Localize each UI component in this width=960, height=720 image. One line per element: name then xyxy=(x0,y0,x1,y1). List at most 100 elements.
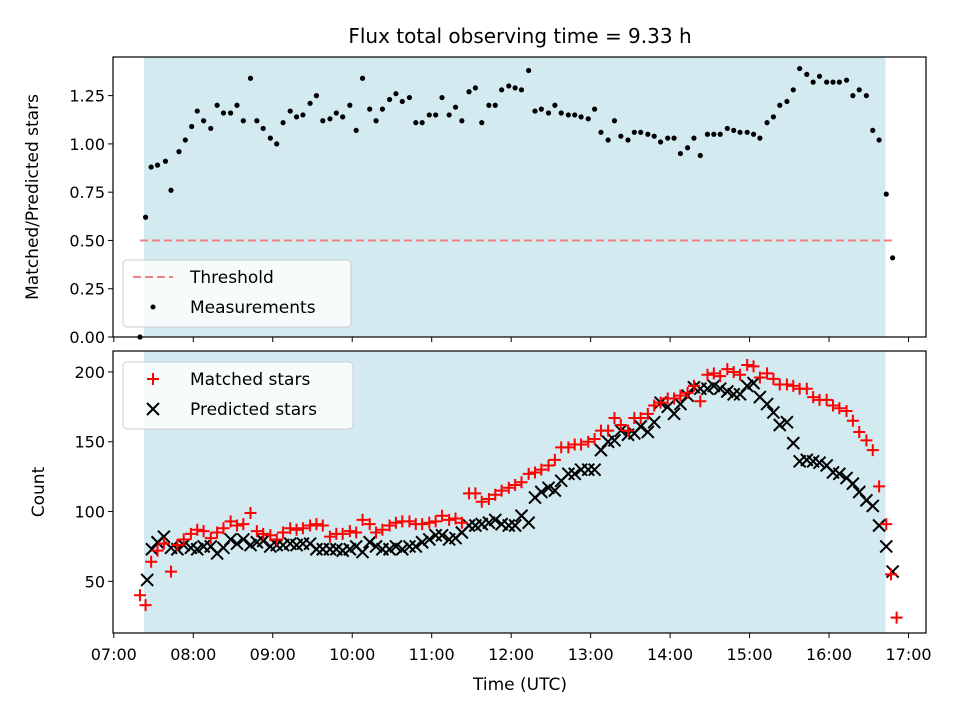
matched-star-point xyxy=(548,453,561,466)
predicted-star-point xyxy=(230,536,244,551)
predicted-star-point xyxy=(641,425,655,439)
predicted-star-point xyxy=(435,528,449,542)
predicted-star-point xyxy=(866,499,880,513)
legend-predicted-swatch xyxy=(146,402,160,416)
matched-star-point xyxy=(767,372,780,385)
measurement-point xyxy=(585,116,591,122)
matched-star-point xyxy=(515,476,528,489)
matched-star-point xyxy=(449,512,462,525)
y-tick-label: 0.75 xyxy=(69,183,105,202)
measurement-point xyxy=(280,120,286,126)
matched-star-point xyxy=(866,444,879,457)
measurement-point xyxy=(293,114,300,120)
measurement-point xyxy=(148,164,154,170)
matched-star-point xyxy=(145,555,158,568)
matched-star-point xyxy=(721,363,734,376)
matched-star-point xyxy=(495,484,508,497)
measurement-point xyxy=(486,102,492,108)
measurement-point xyxy=(618,133,624,139)
matched-star-point xyxy=(873,480,886,493)
measurement-point xyxy=(452,104,459,110)
matched-star-point xyxy=(455,516,468,529)
measurement-point xyxy=(182,137,188,143)
measurement-point xyxy=(790,87,796,93)
legend-threshold-label: Threshold xyxy=(189,268,274,288)
bottom-panel-y-ticks: 50 100 150 200 xyxy=(74,363,113,591)
matched-star-point xyxy=(416,518,429,531)
measurement-point xyxy=(459,118,465,124)
matched-star-points xyxy=(134,358,903,624)
measurement-point xyxy=(717,131,723,137)
y-tick-label: 50 xyxy=(85,572,105,591)
measurement-point xyxy=(816,73,823,79)
matched-star-point xyxy=(694,395,707,408)
matched-star-point xyxy=(641,407,654,420)
matched-star-point xyxy=(443,513,456,526)
measurement-point xyxy=(518,87,525,93)
measurement-point xyxy=(883,191,889,197)
matched-star-point xyxy=(423,516,436,529)
matched-star-point xyxy=(714,370,727,383)
matched-star-point xyxy=(197,525,210,538)
matched-star-point xyxy=(840,405,853,418)
measurement-point xyxy=(697,152,703,159)
legend-matched-swatch xyxy=(147,373,159,385)
matched-star-point xyxy=(800,382,813,395)
matched-star-point xyxy=(370,526,383,539)
predicted-star-point xyxy=(647,415,661,429)
measurement-point xyxy=(804,71,810,77)
measurement-point xyxy=(379,106,386,112)
measurement-point xyxy=(665,135,671,141)
measurement-point xyxy=(611,118,618,124)
measurement-point xyxy=(552,102,558,108)
matched-star-point xyxy=(575,438,588,451)
measurement-point xyxy=(711,131,717,137)
predicted-star-point xyxy=(462,518,476,533)
matched-star-point xyxy=(535,463,548,476)
matched-star-point xyxy=(608,412,621,425)
matched-star-point xyxy=(860,434,873,447)
measurement-point xyxy=(671,135,677,141)
measurement-point xyxy=(353,127,359,133)
matched-star-point xyxy=(509,479,522,492)
measurement-point xyxy=(777,102,783,108)
bottom-panel-y-axis-label: Count xyxy=(29,466,49,517)
measurement-point xyxy=(234,102,240,108)
measurement-point xyxy=(737,129,743,135)
bottom-panel: 50 100 150 200 07:00 08:00 09:00 10:00 11:00 12:… xyxy=(29,350,932,695)
matched-star-point xyxy=(383,519,396,532)
measurement-point xyxy=(433,112,439,118)
matched-star-point xyxy=(734,368,747,381)
y-tick-label: 0.00 xyxy=(69,328,105,347)
measurement-point xyxy=(824,79,830,85)
measurement-point xyxy=(340,114,346,120)
matched-star-point xyxy=(264,529,277,542)
predicted-star-points xyxy=(140,376,900,587)
measurement-point xyxy=(631,129,637,135)
predicted-star-point xyxy=(726,387,741,401)
matched-star-point xyxy=(588,432,601,445)
measurement-points xyxy=(137,65,896,340)
matched-star-point xyxy=(827,399,840,412)
matched-star-point xyxy=(230,519,243,532)
measurement-point xyxy=(526,67,532,74)
measurement-point xyxy=(320,118,326,124)
matched-star-point xyxy=(890,611,903,624)
x-tick-label: 10:00 xyxy=(329,645,375,664)
predicted-star-point xyxy=(760,397,774,411)
matched-star-point xyxy=(134,589,147,602)
measurement-point xyxy=(419,120,425,126)
matched-star-point xyxy=(304,519,317,532)
predicted-star-point xyxy=(395,542,409,556)
top-panel-y-axis-label: Matched/Predicted stars xyxy=(23,94,43,300)
measurement-point xyxy=(750,131,757,137)
measurement-point xyxy=(764,120,770,126)
x-tick-label: 09:00 xyxy=(250,645,296,664)
measurement-point xyxy=(870,127,876,133)
matched-star-point xyxy=(602,424,615,437)
bottom-panel-legend: Matched stars Predicted stars xyxy=(122,361,354,430)
matched-star-point xyxy=(211,526,224,539)
measurement-point xyxy=(638,129,644,135)
predicted-star-point xyxy=(786,436,800,450)
matched-star-point xyxy=(820,393,833,406)
